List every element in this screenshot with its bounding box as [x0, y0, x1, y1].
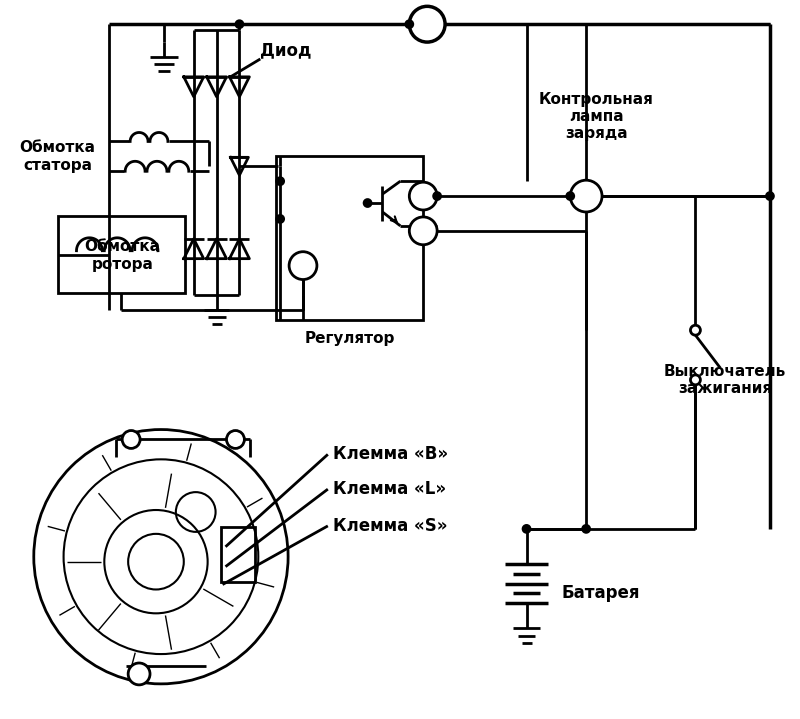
- Circle shape: [523, 526, 530, 532]
- Text: L: L: [419, 190, 427, 203]
- Text: Контрольная
лампа
заряда: Контрольная лампа заряда: [538, 92, 654, 142]
- Circle shape: [226, 431, 244, 449]
- Circle shape: [122, 431, 140, 449]
- Text: Обмотка
ротора: Обмотка ротора: [84, 239, 160, 272]
- Circle shape: [690, 375, 700, 385]
- Circle shape: [582, 526, 590, 532]
- Bar: [276, 156, 423, 320]
- Circle shape: [410, 217, 437, 244]
- Circle shape: [128, 663, 150, 685]
- Circle shape: [277, 216, 284, 222]
- Circle shape: [406, 21, 413, 27]
- Text: Клемма «L»: Клемма «L»: [333, 480, 446, 498]
- Text: Клемма «B»: Клемма «B»: [333, 445, 448, 463]
- Bar: [221, 527, 255, 582]
- Circle shape: [434, 193, 441, 200]
- Text: S: S: [418, 224, 428, 237]
- Text: Батарея: Батарея: [562, 585, 640, 603]
- Circle shape: [410, 182, 437, 210]
- Circle shape: [566, 193, 574, 200]
- Circle shape: [277, 178, 284, 185]
- Bar: [58, 216, 185, 293]
- Text: B: B: [421, 15, 434, 33]
- Circle shape: [766, 193, 774, 200]
- Text: E: E: [298, 259, 307, 272]
- Circle shape: [410, 6, 445, 42]
- Circle shape: [236, 21, 243, 27]
- Text: Регулятор: Регулятор: [305, 331, 395, 346]
- Circle shape: [364, 200, 371, 206]
- Text: Клемма «S»: Клемма «S»: [333, 517, 447, 535]
- Text: Диод: Диод: [260, 41, 312, 59]
- Circle shape: [690, 325, 700, 335]
- Circle shape: [289, 252, 317, 280]
- Text: Выключатель
зажигания: Выключатель зажигания: [664, 364, 786, 396]
- Circle shape: [570, 180, 602, 212]
- Text: Обмотка
статора: Обмотка статора: [20, 140, 96, 173]
